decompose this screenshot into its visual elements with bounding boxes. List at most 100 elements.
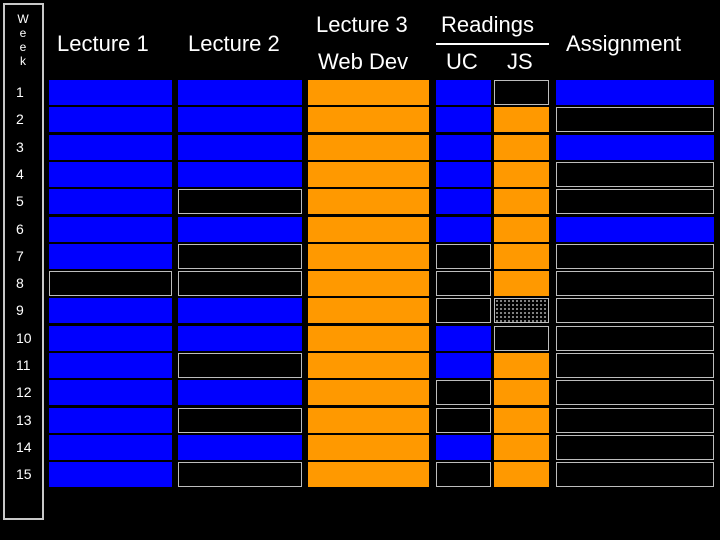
assignment-cell	[556, 162, 714, 187]
assignment-header: Assignment	[566, 31, 681, 56]
lecture2-cell	[178, 189, 302, 214]
uc-cell	[436, 353, 491, 378]
week-header: W e e k	[8, 12, 38, 68]
lecture3-header: Lecture 3	[316, 12, 408, 37]
lecture3-cell	[308, 408, 429, 433]
lecture3-cell	[308, 462, 429, 487]
lecture2-cell	[178, 462, 302, 487]
lecture1-cell	[49, 408, 172, 433]
week-number: 13	[16, 412, 32, 428]
uc-cell	[436, 408, 491, 433]
assignment-cell	[556, 135, 714, 160]
lecture1-header: Lecture 1	[57, 31, 149, 56]
assignment-cell	[556, 189, 714, 214]
js-cell	[494, 298, 549, 323]
lecture3-cell	[308, 380, 429, 405]
lecture2-cell	[178, 380, 302, 405]
lecture1-cell	[49, 380, 172, 405]
js-cell	[494, 135, 549, 160]
lecture3-cell	[308, 353, 429, 378]
week-number: 12	[16, 384, 32, 400]
js-cell	[494, 244, 549, 269]
js-cell	[494, 353, 549, 378]
lecture3-cell	[308, 244, 429, 269]
lecture1-cell	[49, 462, 172, 487]
lecture1-cell	[49, 80, 172, 105]
uc-cell	[436, 80, 491, 105]
week-number: 6	[16, 221, 24, 237]
uc-cell	[436, 298, 491, 323]
week-number: 3	[16, 139, 24, 155]
lecture1-cell	[49, 189, 172, 214]
assignment-cell	[556, 244, 714, 269]
lecture1-cell	[49, 244, 172, 269]
week-number: 1	[16, 84, 24, 100]
lecture2-cell	[178, 435, 302, 460]
readings-header: Readings	[441, 12, 534, 37]
js-cell	[494, 80, 549, 105]
week-letter: e	[19, 40, 27, 54]
js-cell	[494, 271, 549, 296]
week-number: 4	[16, 166, 24, 182]
assignment-cell	[556, 217, 714, 242]
web-dev-header: Web Dev	[318, 49, 409, 74]
assignment-cell	[556, 271, 714, 296]
week-letter: W	[17, 12, 29, 26]
lecture3-cell	[308, 189, 429, 214]
lecture1-cell	[49, 435, 172, 460]
lecture1-cell	[49, 217, 172, 242]
week-number: 2	[16, 111, 24, 127]
assignment-cell	[556, 408, 714, 433]
uc-cell	[436, 462, 491, 487]
js-cell	[494, 408, 549, 433]
lecture2-cell	[178, 217, 302, 242]
lecture1-cell	[49, 298, 172, 323]
js-cell	[494, 326, 549, 351]
uc-header: UC	[446, 49, 478, 74]
week-number: 15	[16, 466, 32, 482]
js-cell	[494, 462, 549, 487]
uc-cell	[436, 435, 491, 460]
lecture2-cell	[178, 408, 302, 433]
lecture2-header: Lecture 2	[188, 31, 280, 56]
assignment-cell	[556, 80, 714, 105]
lecture3-cell	[308, 80, 429, 105]
lecture3-cell	[308, 217, 429, 242]
lecture2-cell	[178, 298, 302, 323]
lecture2-cell	[178, 271, 302, 296]
lecture2-cell	[178, 162, 302, 187]
assignment-cell	[556, 326, 714, 351]
js-header: JS	[507, 49, 533, 74]
js-cell	[494, 217, 549, 242]
js-cell	[494, 380, 549, 405]
week-number: 9	[16, 302, 24, 318]
lecture2-cell	[178, 80, 302, 105]
lecture1-cell	[49, 162, 172, 187]
lecture1-cell	[49, 326, 172, 351]
assignment-cell	[556, 107, 714, 132]
uc-cell	[436, 135, 491, 160]
assignment-cell	[556, 462, 714, 487]
lecture2-cell	[178, 244, 302, 269]
assignment-cell	[556, 353, 714, 378]
lecture3-cell	[308, 435, 429, 460]
uc-cell	[436, 217, 491, 242]
lecture3-cell	[308, 271, 429, 296]
lecture3-cell	[308, 162, 429, 187]
lecture3-cell	[308, 298, 429, 323]
lecture1-cell	[49, 353, 172, 378]
week-number: 10	[16, 330, 32, 346]
lecture1-cell	[49, 107, 172, 132]
assignment-cell	[556, 298, 714, 323]
assignment-cell	[556, 380, 714, 405]
week-column	[3, 3, 44, 520]
week-number: 11	[16, 357, 31, 373]
uc-cell	[436, 162, 491, 187]
lecture2-cell	[178, 107, 302, 132]
week-number: 8	[16, 275, 24, 291]
assignment-cell	[556, 435, 714, 460]
uc-cell	[436, 244, 491, 269]
lecture3-cell	[308, 107, 429, 132]
week-number: 5	[16, 193, 24, 209]
lecture3-cell	[308, 326, 429, 351]
